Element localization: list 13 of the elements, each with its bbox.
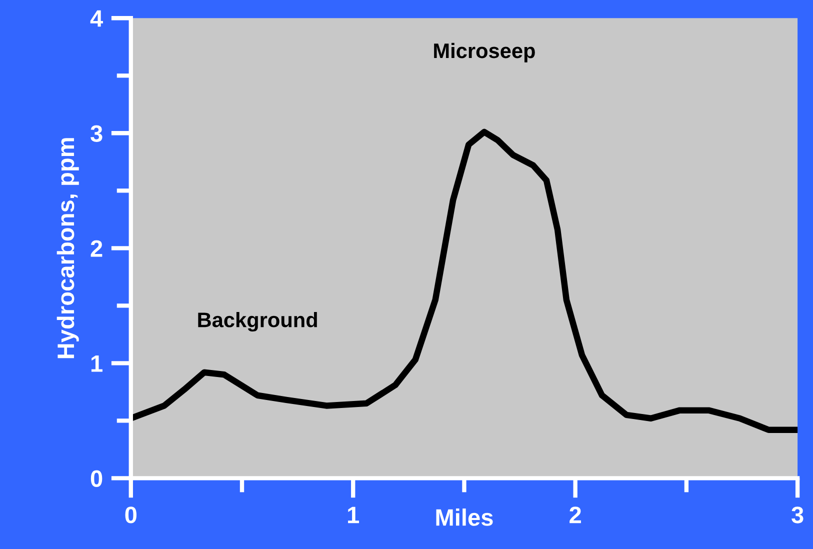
- x-tick-label: 0: [125, 506, 136, 524]
- y-tick-label: 3: [90, 125, 102, 142]
- x-tick-label: 1: [348, 506, 360, 524]
- x-axis-title: Miles: [436, 508, 493, 526]
- x-tick-label: 3: [792, 506, 804, 524]
- y-tick-label: 1: [91, 355, 102, 372]
- y-tick-label: 0: [90, 470, 102, 487]
- annotation: Background: [198, 312, 317, 332]
- y-tick-label: 4: [90, 10, 103, 27]
- annotation: Microseep: [434, 42, 535, 62]
- x-tick-label: 2: [570, 506, 581, 524]
- y-axis-title: Hydrocarbons, ppm: [56, 138, 79, 358]
- y-tick-label: 2: [90, 240, 102, 257]
